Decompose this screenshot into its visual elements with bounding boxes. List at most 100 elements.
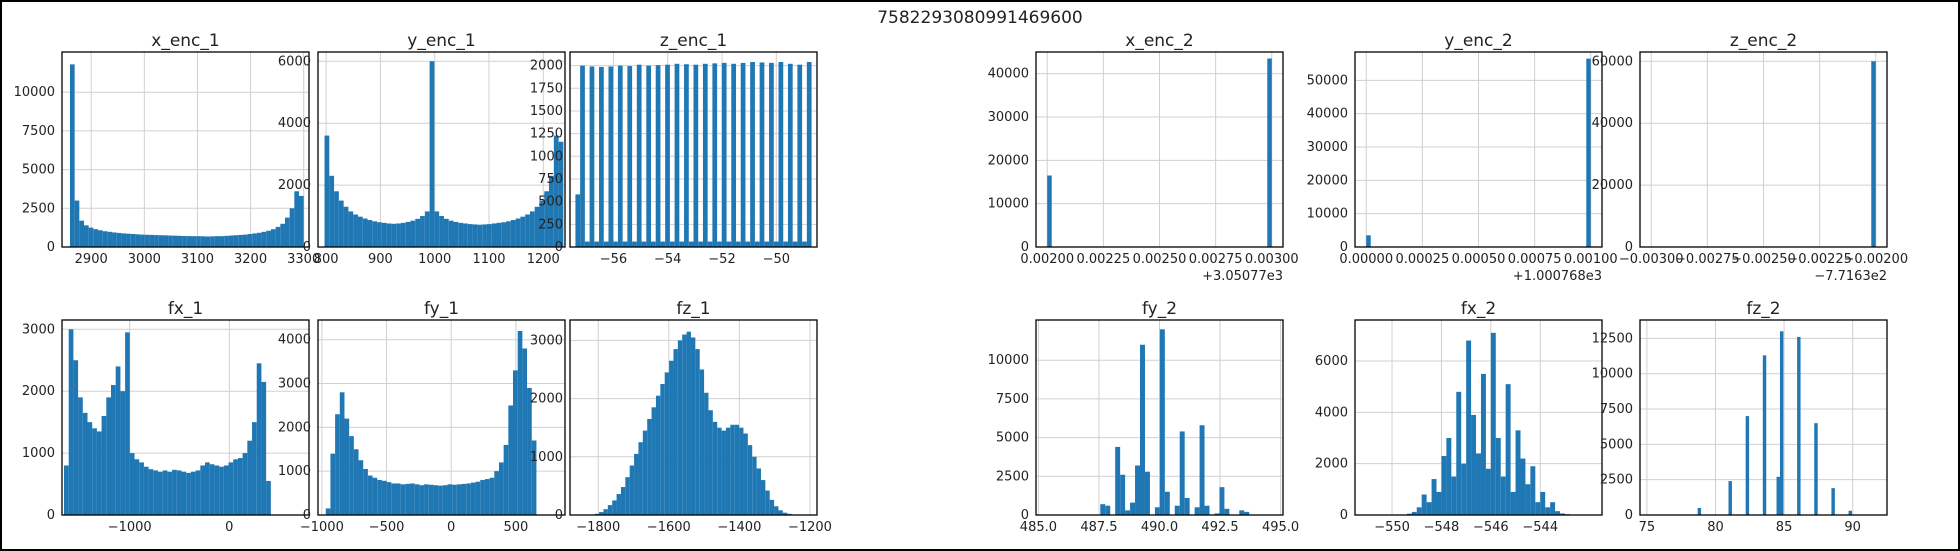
histogram-bar (405, 483, 411, 515)
histogram-bar (325, 508, 331, 515)
histogram-bar (580, 65, 585, 248)
histogram-bar (707, 241, 713, 247)
x-tick-label: −550 (1374, 520, 1410, 535)
histogram-bar (363, 468, 368, 515)
histogram-bar (256, 363, 262, 515)
histogram-bar (1535, 502, 1541, 515)
histogram-bar (275, 226, 281, 247)
histogram-bar (252, 422, 257, 515)
histogram-bar (704, 392, 709, 515)
y-tick-label: 40000 (1307, 107, 1348, 122)
x-tick-label: −548 (1424, 520, 1460, 535)
histogram-bar (88, 227, 94, 247)
histogram-bar (607, 505, 613, 515)
histogram-bar (486, 224, 492, 247)
x-tick-label: 3000 (128, 252, 161, 267)
x-tick-label: 80 (1707, 520, 1724, 535)
histogram-bar (357, 216, 363, 247)
histogram-bar (93, 229, 99, 247)
histogram-bar (743, 433, 748, 515)
histogram-bar (134, 459, 140, 515)
histogram-bar (438, 485, 443, 515)
y-tick-label: 1500 (530, 104, 563, 119)
histogram-bar (1848, 510, 1853, 515)
histogram-bar (405, 221, 411, 247)
histogram-bar (1530, 466, 1536, 515)
histogram-bar (73, 360, 79, 515)
x-tick-label: −500 (369, 520, 405, 535)
histogram-bar (515, 218, 521, 247)
histogram-bar (83, 225, 89, 247)
y-tick-label: 1750 (530, 81, 563, 96)
histogram-bar (802, 241, 807, 247)
histogram-bar (636, 64, 642, 247)
histogram-bar (527, 387, 532, 515)
histogram-bar (266, 230, 271, 247)
x-tick-label: 487.5 (1080, 520, 1117, 535)
histogram-bar (1244, 511, 1250, 515)
histogram-bar (181, 471, 187, 515)
histogram-bar (765, 490, 770, 515)
histogram-bar (506, 221, 511, 247)
x-tick-label: 0.00275 (1189, 252, 1243, 267)
histogram-bar (712, 63, 718, 248)
y-tick-label: 30000 (1307, 140, 1348, 155)
histogram-bar (1545, 507, 1551, 515)
x-tick-label: 3300 (287, 252, 320, 267)
histogram-bar (452, 484, 457, 515)
histogram-bar (242, 453, 248, 515)
axes-frame (569, 319, 818, 516)
y-tick-label: 3000 (530, 333, 563, 348)
histogram-bar (228, 235, 234, 247)
histogram-bar (1194, 507, 1200, 515)
histogram-bar (1267, 58, 1272, 247)
x-tick-label: 0.00250 (1133, 252, 1187, 267)
x-tick-label: −544 (1522, 520, 1558, 535)
y-tick-label: 2000 (530, 59, 563, 74)
histogram-bar (191, 236, 197, 247)
histogram-bar (335, 414, 340, 515)
histogram-bar (522, 348, 528, 515)
x-tick-label: 0.00100 (1564, 252, 1618, 267)
histogram-bar (1144, 471, 1150, 515)
histogram-bar (608, 66, 614, 247)
x-tick-label: 485.0 (1020, 520, 1057, 535)
histogram-bar (736, 241, 741, 247)
axes-frame (1035, 51, 1284, 248)
histogram-bar (1047, 175, 1052, 247)
x-tick-label: −54 (654, 252, 681, 267)
histogram-bar (238, 234, 243, 247)
histogram-bar (372, 477, 378, 515)
histogram-bar (1174, 505, 1180, 515)
histogram-bar (182, 236, 187, 247)
y-tick-label: 4000 (278, 333, 311, 348)
histogram-bar (79, 220, 84, 247)
histogram-bar (1431, 479, 1437, 515)
histogram-bar (82, 412, 88, 515)
histogram-bar (494, 471, 499, 515)
histogram-bar (787, 63, 793, 248)
histogram-bar (280, 223, 285, 247)
histogram-bar (139, 462, 144, 515)
histogram-bar (410, 483, 415, 515)
histogram-bar (209, 464, 215, 515)
subplot-title: fx_1 (168, 299, 203, 319)
subplot-title: fx_2 (1461, 299, 1496, 319)
axes-frame (61, 51, 310, 248)
histogram-bar (372, 221, 378, 247)
y-tick-label: 2500 (22, 201, 55, 216)
x-tick-label: 90 (1844, 520, 1861, 535)
y-tick-label: 0 (303, 508, 311, 523)
y-tick-label: 20000 (1307, 173, 1348, 188)
histogram-bar (463, 223, 468, 247)
histogram-bar (655, 65, 661, 248)
histogram-bar (381, 480, 387, 515)
histogram-bar (381, 222, 387, 247)
figure-suptitle: 7582293080991469600 (877, 8, 1083, 28)
histogram-bar (616, 494, 621, 515)
x-offset-label: +3.05077e3 (1202, 269, 1283, 284)
histogram-bar (472, 224, 478, 247)
histogram-bar (625, 477, 630, 515)
histogram-bar (162, 470, 168, 515)
histogram-bar (348, 211, 354, 247)
